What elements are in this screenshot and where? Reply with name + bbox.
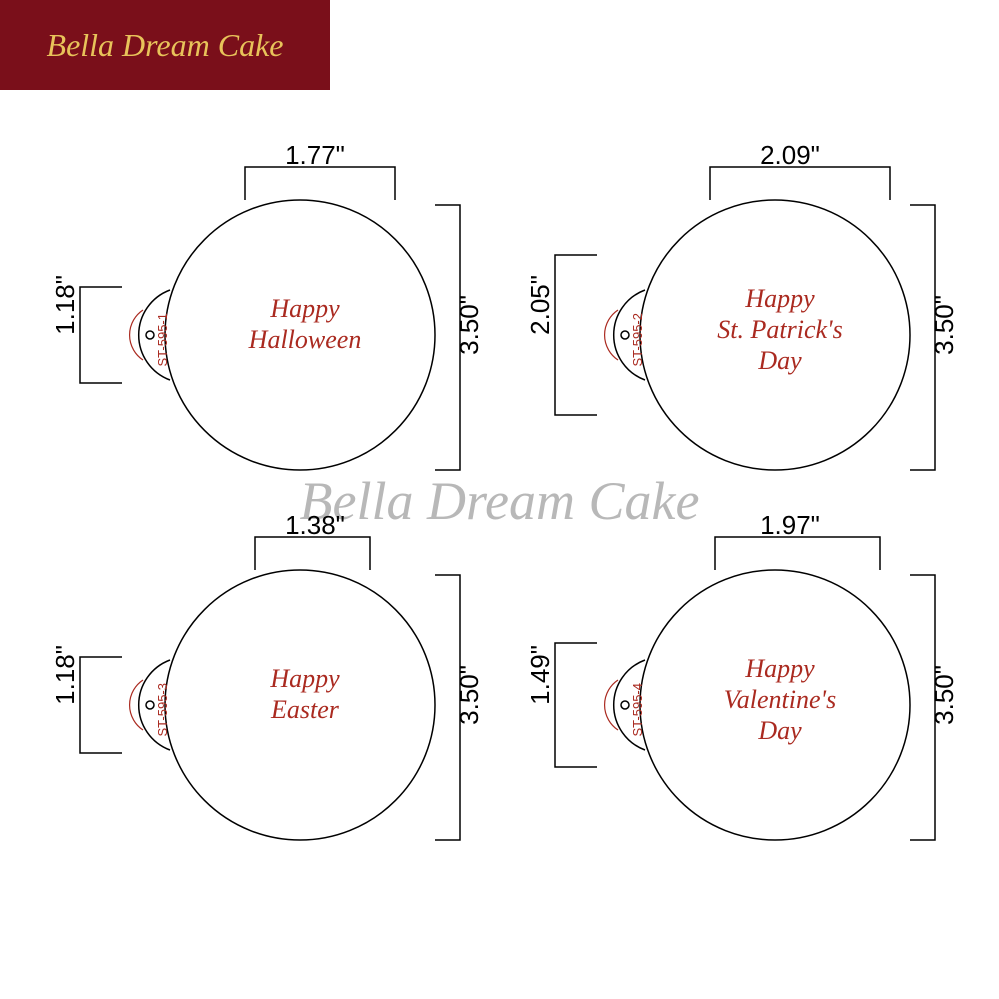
sku-label: ST-595-3: [155, 683, 170, 736]
stencil-message: Happy St. Patrick's Day: [685, 283, 875, 377]
sku-label: ST-595-1: [155, 313, 170, 366]
stencil-easter: 1.38" 3.50" 1.18" ST-595-3 Happy Easter: [55, 525, 475, 865]
stencil-halloween: 1.77" 3.50" 1.18" ST-595-1 Happy Hallowe…: [55, 155, 475, 495]
stencil-stpatricks: 2.09" 3.50" 2.05" ST-595-2 Happy St. Pat…: [530, 155, 950, 495]
stencil-message: Happy Easter: [220, 663, 390, 725]
stencil-message: Happy Valentine's Day: [690, 653, 870, 747]
sku-label: ST-595-4: [630, 683, 645, 736]
sku-label: ST-595-2: [630, 313, 645, 366]
logo-banner: Bella Dream Cake: [0, 0, 330, 90]
stencil-valentines: 1.97" 3.50" 1.49" ST-595-4 Happy Valenti…: [530, 525, 950, 865]
logo-text: Bella Dream Cake: [47, 27, 284, 64]
stencil-message: Happy Halloween: [215, 293, 395, 355]
